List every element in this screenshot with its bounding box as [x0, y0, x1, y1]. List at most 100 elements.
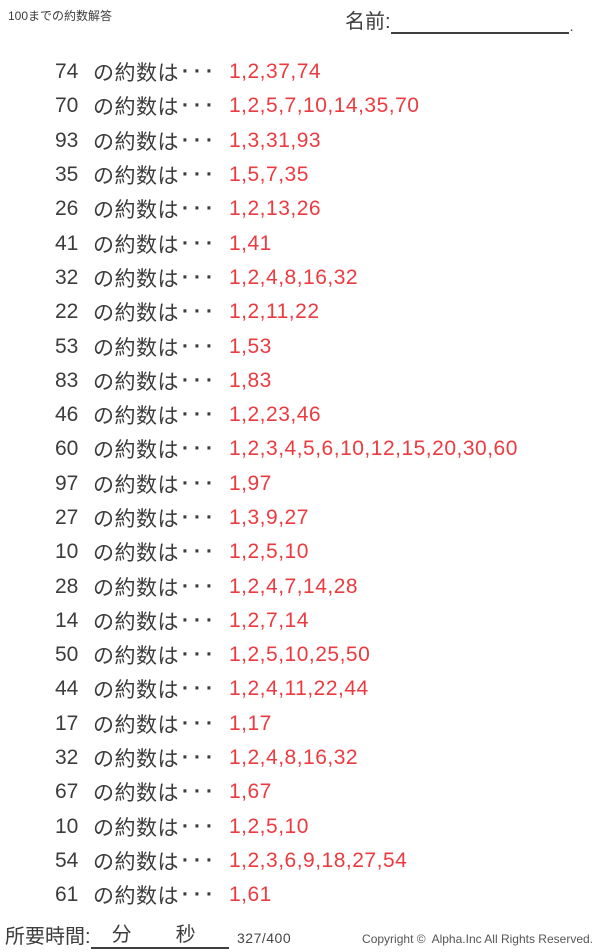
- ellipsis-dots: ···: [182, 265, 218, 289]
- ellipsis-dots: ···: [182, 231, 218, 255]
- problem-row: 83 の約数は ··· 1,83: [0, 364, 600, 398]
- problem-row: 93 の約数は ··· 1,3,31,93: [0, 124, 600, 158]
- problem-number: 41: [55, 231, 79, 255]
- problem-row: 67 の約数は ··· 1,67: [0, 775, 600, 809]
- problem-number: 54: [55, 848, 79, 872]
- ellipsis-dots: ···: [182, 574, 218, 598]
- name-field: 名前: .: [345, 5, 573, 34]
- problem-row: 14 の約数は ··· 1,2,7,14: [0, 604, 600, 638]
- answer-divisors: 1,2,4,8,16,32: [228, 746, 359, 770]
- problem-label: の約数は: [93, 233, 179, 257]
- problem-label: の約数は: [93, 370, 179, 394]
- answer-divisors: 1,5,7,35: [228, 163, 309, 187]
- ellipsis-dots: ···: [182, 197, 218, 221]
- problem-number: 32: [55, 265, 79, 289]
- page-progress-counter: 327/400: [237, 930, 292, 946]
- seconds-label: 秒: [175, 924, 196, 946]
- problem-label: の約数は: [93, 96, 179, 120]
- problem-row: 22 の約数は ··· 1,2,11,22: [0, 295, 600, 329]
- answer-divisors: 1,2,4,11,22,44: [228, 677, 369, 701]
- problem-row: 28 の約数は ··· 1,2,4,7,14,28: [0, 569, 600, 603]
- problem-row: 35 の約数は ··· 1,5,7,35: [0, 158, 600, 192]
- answer-divisors: 1,17: [228, 711, 272, 735]
- answer-divisors: 1,2,7,14: [228, 608, 309, 632]
- problem-label: の約数は: [93, 130, 179, 154]
- time-required-field: 所要時間: 分 秒: [5, 920, 229, 949]
- problem-number: 17: [55, 711, 79, 735]
- problem-row: 61 の約数は ··· 1,61: [0, 878, 600, 912]
- problem-row: 70 の約数は ··· 1,2,5,7,10,14,35,70: [0, 89, 600, 123]
- problem-label: の約数は: [93, 62, 179, 86]
- problem-number: 27: [55, 506, 79, 529]
- problem-row: 17 の約数は ··· 1,17: [0, 707, 600, 741]
- ellipsis-dots: ···: [182, 437, 218, 461]
- ellipsis-dots: ···: [182, 780, 218, 804]
- ellipsis-dots: ···: [182, 746, 218, 770]
- problem-row: 60 の約数は ··· 1,2,3,4,5,6,10,12,15,20,30,6…: [0, 432, 600, 466]
- problem-number: 26: [55, 197, 79, 221]
- problem-row: 41 の約数は ··· 1,41: [0, 226, 600, 260]
- problem-label: の約数は: [93, 199, 179, 223]
- problem-row: 44 の約数は ··· 1,2,4,11,22,44: [0, 672, 600, 706]
- ellipsis-dots: ···: [182, 163, 218, 187]
- problem-number: 10: [55, 814, 79, 838]
- problem-label: の約数は: [93, 748, 179, 772]
- ellipsis-dots: ···: [182, 60, 218, 84]
- answer-divisors: 1,97: [228, 471, 272, 495]
- problem-number: 60: [55, 437, 79, 461]
- problem-label: の約数は: [93, 679, 179, 703]
- answer-divisors: 1,2,4,7,14,28: [228, 574, 359, 598]
- problem-number: 44: [55, 677, 79, 701]
- problem-label: の約数は: [93, 542, 179, 566]
- problem-number: 61: [55, 883, 79, 907]
- ellipsis-dots: ···: [182, 334, 218, 358]
- problem-row: 46 の約数は ··· 1,2,23,46: [0, 398, 600, 432]
- problem-number: 74: [55, 60, 79, 84]
- ellipsis-dots: ···: [182, 883, 218, 907]
- problems-list: 74 の約数は ··· 1,2,37,74 70 の約数は ··· 1,2,5,…: [0, 55, 600, 912]
- ellipsis-dots: ···: [182, 848, 218, 872]
- problem-label: の約数は: [93, 816, 179, 840]
- problem-row: 10 の約数は ··· 1,2,5,10: [0, 535, 600, 569]
- answer-divisors: 1,2,5,10,25,50: [228, 643, 371, 667]
- problem-number: 93: [55, 128, 79, 152]
- name-blank-line: [390, 11, 569, 34]
- problem-label: の約数は: [93, 473, 179, 497]
- minutes-label: 分: [111, 924, 132, 946]
- problem-row: 32 の約数は ··· 1,2,4,8,16,32: [0, 741, 600, 775]
- ellipsis-dots: ···: [182, 471, 218, 495]
- problem-label: の約数は: [93, 576, 179, 600]
- answer-divisors: 1,53: [228, 334, 272, 358]
- ellipsis-dots: ···: [182, 368, 218, 392]
- copyright-notice: Copyright © Alpha.Inc All Rights Reserve…: [362, 932, 593, 946]
- problem-label: の約数は: [93, 885, 179, 909]
- problem-row: 26 の約数は ··· 1,2,13,26: [0, 192, 600, 226]
- page-title: 100までの約数解答: [8, 9, 113, 23]
- ellipsis-dots: ···: [182, 506, 218, 529]
- answer-divisors: 1,83: [228, 368, 272, 392]
- problem-label: の約数は: [93, 782, 179, 806]
- problem-number: 53: [55, 334, 79, 358]
- problem-label: の約数は: [93, 439, 179, 463]
- time-blank-line: 分 秒: [90, 924, 229, 949]
- answer-divisors: 1,2,13,26: [228, 197, 322, 221]
- ellipsis-dots: ···: [182, 94, 218, 118]
- problem-row: 32 の約数は ··· 1,2,4,8,16,32: [0, 261, 600, 295]
- answer-divisors: 1,2,37,74: [228, 60, 322, 84]
- problem-label: の約数は: [93, 336, 179, 360]
- problem-number: 35: [55, 163, 79, 187]
- answer-divisors: 1,2,11,22: [228, 300, 320, 324]
- answer-divisors: 1,2,3,4,5,6,10,12,15,20,30,60: [228, 437, 518, 461]
- problem-number: 32: [55, 746, 79, 770]
- answer-divisors: 1,2,3,6,9,18,27,54: [228, 848, 408, 872]
- answer-divisors: 1,2,5,10: [228, 540, 309, 564]
- ellipsis-dots: ···: [182, 300, 218, 324]
- ellipsis-dots: ···: [182, 711, 218, 735]
- ellipsis-dots: ···: [182, 814, 218, 838]
- problem-label: の約数は: [93, 405, 179, 429]
- name-line-period: .: [569, 18, 574, 34]
- problem-label: の約数は: [93, 508, 179, 531]
- problem-label: の約数は: [93, 850, 179, 874]
- answer-divisors: 1,3,9,27: [228, 506, 309, 529]
- problem-number: 46: [55, 403, 79, 427]
